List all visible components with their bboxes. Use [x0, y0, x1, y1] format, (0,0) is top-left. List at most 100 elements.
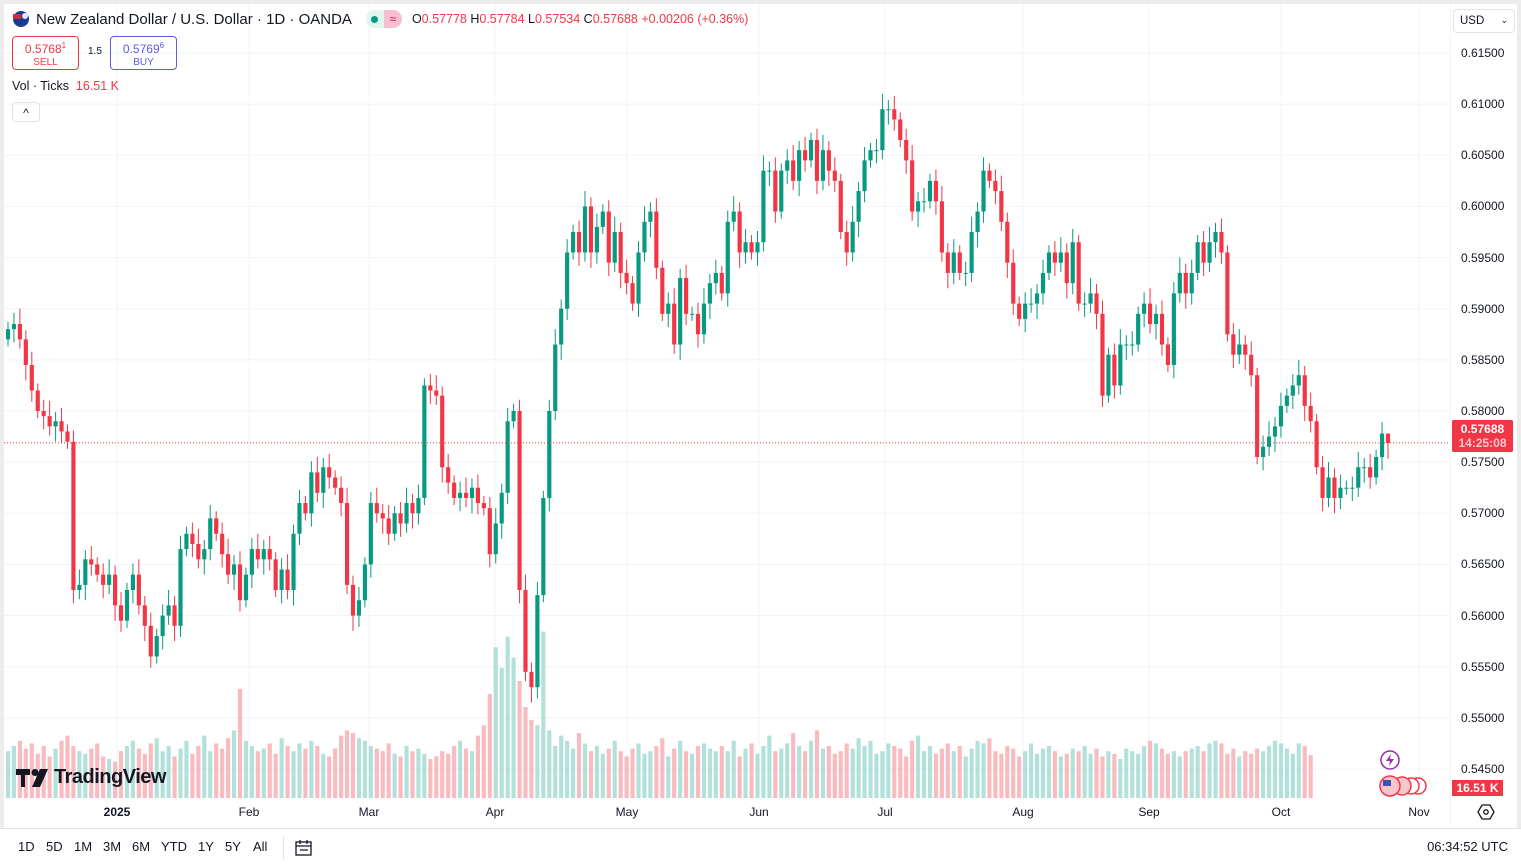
candle-body [725, 221, 730, 294]
range-3m[interactable]: 3M [103, 839, 122, 854]
candle-body [71, 441, 76, 590]
candle-body [279, 569, 284, 590]
candle-body [83, 559, 88, 585]
candle-body [95, 564, 100, 575]
candle-body [1356, 467, 1361, 488]
volume-bar [410, 751, 415, 798]
candle-body [1243, 344, 1248, 355]
candle-body [689, 313, 695, 315]
volume-bar [993, 751, 998, 798]
volume-bar [868, 740, 873, 798]
candle-body [802, 150, 808, 161]
candle-body [315, 472, 320, 493]
range-5y[interactable]: 5Y [225, 839, 241, 854]
bar-countdown: 14:25:08 [1458, 436, 1507, 450]
volume-legend[interactable]: Vol · Ticks 16.51 K [12, 79, 120, 93]
last-price-tag: 0.57688 14:25:08 [1452, 420, 1513, 452]
candle-body [981, 170, 986, 212]
volume-bar [142, 753, 147, 798]
volume-bar [1272, 740, 1278, 798]
range-1d[interactable]: 1D [18, 839, 35, 854]
volume-bar [1017, 756, 1022, 798]
calendar-goto-icon[interactable] [294, 838, 314, 858]
candle-body [1124, 344, 1129, 346]
range-5d[interactable]: 5D [46, 839, 63, 854]
currency-select[interactable]: USD ⌄ [1453, 9, 1515, 33]
volume-bar [1261, 751, 1266, 798]
time-tick-label: Jul [877, 805, 893, 819]
candle-body [571, 232, 576, 253]
volume-bar [541, 631, 546, 798]
time-tick-label: Sep [1138, 805, 1160, 819]
candle-body [1332, 477, 1337, 498]
candle-body [737, 211, 742, 253]
volume-bar [1130, 751, 1135, 798]
range-ytd[interactable]: YTD [161, 839, 187, 854]
volume-bar [1255, 748, 1260, 798]
price-tick-label: 0.60500 [1461, 148, 1505, 163]
volume-bar [1142, 746, 1147, 798]
volume-bar [553, 746, 558, 798]
range-1y[interactable]: 1Y [198, 839, 214, 854]
candle-body [904, 139, 909, 161]
volume-value: 16.51 K [75, 79, 120, 93]
volume-bar [452, 746, 457, 798]
candle-body [1296, 375, 1301, 386]
candle-body [142, 605, 147, 626]
range-6m[interactable]: 6M [132, 839, 151, 854]
volume-bar [666, 756, 671, 798]
volume-bar [481, 725, 486, 798]
clock[interactable]: 06:34:52 UTC [1427, 839, 1508, 854]
settings-icon[interactable] [1477, 803, 1495, 821]
buy-button[interactable]: 0.57696 BUY [110, 36, 177, 70]
symbol-title[interactable]: New Zealand Dollar / U.S. Dollar · 1D · … [36, 10, 352, 28]
candle-body [660, 267, 665, 314]
candle-body [874, 150, 879, 152]
price-axis[interactable]: 0.61500 0.61000 0.60500 0.60000 0.59500 0.590… [1450, 4, 1517, 824]
candle-body [321, 467, 326, 493]
volume-bar [297, 743, 302, 798]
volume-bar [457, 740, 463, 798]
volume-bar [83, 753, 88, 798]
volume-bar [475, 735, 480, 798]
volume-bar [648, 751, 653, 798]
candle-body [1195, 242, 1200, 273]
market-open-icon[interactable]: ≈ [365, 10, 402, 28]
volume-bar [904, 756, 909, 798]
candle-body [1290, 385, 1295, 396]
candle-body [1106, 354, 1111, 396]
volume-bar [1171, 751, 1176, 798]
volume-bar [963, 756, 968, 798]
volume-bar [416, 748, 421, 798]
candle-body [1314, 421, 1319, 468]
volume-bar [469, 751, 475, 798]
range-all[interactable]: All [253, 839, 268, 854]
candle-body [1219, 232, 1224, 253]
price-chart[interactable] [4, 4, 1450, 824]
volume-bar [1237, 756, 1242, 798]
volume-bar [440, 751, 445, 798]
candle-body [832, 170, 837, 181]
candle-body [410, 503, 415, 514]
volume-bar [285, 746, 290, 798]
candle-body [41, 411, 46, 417]
candle-body [124, 590, 130, 621]
candle-body [582, 206, 588, 253]
candle-body [559, 308, 564, 345]
sell-button[interactable]: 0.57681 SELL [12, 36, 79, 70]
candle-body [1237, 344, 1242, 355]
candle-body [285, 569, 290, 590]
candle-body [916, 201, 921, 212]
candle-body [868, 150, 873, 161]
range-1m[interactable]: 1M [74, 839, 93, 854]
volume-bar [565, 740, 570, 798]
candle-body [886, 109, 891, 111]
events-markers[interactable] [1378, 750, 1428, 798]
volume-bar [196, 746, 201, 798]
candle-body [1165, 344, 1170, 365]
delayed-data-icon[interactable]: ≈ [383, 10, 402, 28]
tradingview-logo[interactable]: TradingView [16, 766, 166, 789]
collapse-legend-button[interactable]: ^ [12, 102, 40, 122]
candle-body [255, 549, 260, 560]
volume-bar [1177, 756, 1182, 798]
